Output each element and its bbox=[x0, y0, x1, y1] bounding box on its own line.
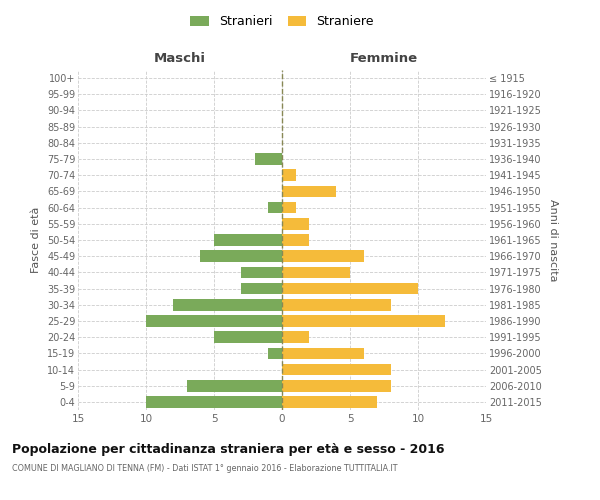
Bar bbox=[268, 202, 282, 213]
Bar bbox=[282, 396, 377, 407]
Y-axis label: Anni di nascita: Anni di nascita bbox=[548, 198, 559, 281]
Bar bbox=[146, 396, 282, 407]
Bar bbox=[282, 266, 350, 278]
Bar bbox=[282, 299, 391, 310]
Bar bbox=[282, 282, 418, 294]
Bar bbox=[241, 266, 282, 278]
Bar bbox=[282, 218, 309, 230]
Bar bbox=[282, 380, 391, 392]
Bar bbox=[282, 186, 337, 198]
Bar bbox=[146, 315, 282, 327]
Bar bbox=[282, 332, 309, 343]
Bar bbox=[282, 234, 309, 246]
Text: Popolazione per cittadinanza straniera per età e sesso - 2016: Popolazione per cittadinanza straniera p… bbox=[12, 442, 445, 456]
Bar bbox=[282, 364, 391, 376]
Bar bbox=[214, 332, 282, 343]
Legend: Stranieri, Straniere: Stranieri, Straniere bbox=[187, 11, 377, 32]
Text: Femmine: Femmine bbox=[350, 52, 418, 65]
Bar bbox=[187, 380, 282, 392]
Bar bbox=[282, 202, 296, 213]
Bar bbox=[241, 282, 282, 294]
Bar bbox=[282, 250, 364, 262]
Bar bbox=[173, 299, 282, 310]
Bar bbox=[200, 250, 282, 262]
Y-axis label: Fasce di età: Fasce di età bbox=[31, 207, 41, 273]
Bar bbox=[255, 153, 282, 165]
Text: Maschi: Maschi bbox=[154, 52, 206, 65]
Bar bbox=[282, 315, 445, 327]
Bar bbox=[214, 234, 282, 246]
Bar bbox=[282, 348, 364, 359]
Text: COMUNE DI MAGLIANO DI TENNA (FM) - Dati ISTAT 1° gennaio 2016 - Elaborazione TUT: COMUNE DI MAGLIANO DI TENNA (FM) - Dati … bbox=[12, 464, 398, 473]
Bar bbox=[282, 170, 296, 181]
Bar bbox=[268, 348, 282, 359]
